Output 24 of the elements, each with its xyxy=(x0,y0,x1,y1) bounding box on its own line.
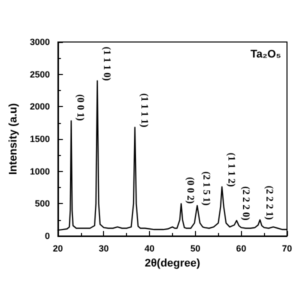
annotation: (2 1 5 1) xyxy=(200,171,212,206)
y-tick-label: 1000 xyxy=(30,166,50,176)
y-tick-label: 500 xyxy=(34,198,50,209)
y-tick-label: 2500 xyxy=(30,69,50,80)
x-tick-label: 20 xyxy=(52,244,63,254)
annotation: (1 1 1 1) xyxy=(138,93,150,128)
y-tick-label: 0 xyxy=(44,231,50,241)
y-tick-label: 2000 xyxy=(30,102,50,112)
annotation: Ta₂O₅ xyxy=(250,48,282,60)
annotation: (0 0 1) xyxy=(74,94,86,121)
x-tick-label: 50 xyxy=(190,244,200,254)
x-tick-label: 40 xyxy=(144,244,155,254)
y-tick-label: 1500 xyxy=(30,134,50,144)
annotation: (2 2 2 0) xyxy=(240,186,252,220)
x-axis-title: 2θ(degree) xyxy=(144,258,201,270)
y-axis-title: Intensity (a.u) xyxy=(8,102,20,175)
annotation: (1 1 1 0) xyxy=(100,46,112,81)
x-tick-label: 60 xyxy=(236,244,246,254)
x-tick-label: 70 xyxy=(282,244,292,254)
x-tick-label: 30 xyxy=(98,244,109,254)
y-tick-label: 3000 xyxy=(30,37,50,47)
annotation: (2 2 2 1) xyxy=(263,186,274,220)
annotation: (0 0 2) xyxy=(184,176,196,204)
annotation: (1 1 1 2) xyxy=(225,152,236,187)
